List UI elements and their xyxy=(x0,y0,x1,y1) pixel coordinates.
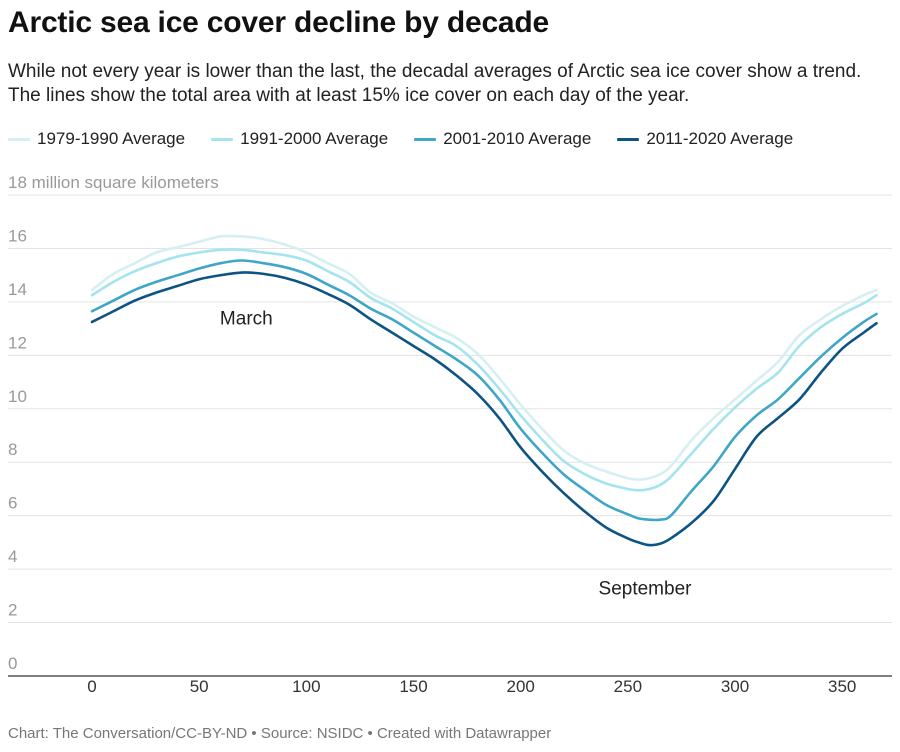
x-tick-label-250: 250 xyxy=(614,677,642,696)
series-line-1979-1990 xyxy=(90,234,878,481)
legend-item-2011-2020: 2011-2020 Average xyxy=(617,129,793,149)
y-tick-label-12: 12 xyxy=(8,333,27,352)
legend-label-2001-2010: 2001-2010 Average xyxy=(443,129,592,148)
y-tick-label-16: 16 xyxy=(8,226,27,245)
chart-title: Arctic sea ice cover decline by decade xyxy=(8,6,550,39)
line-chart: 18 million square kilometers 0 2 4 6 8 10 12 14 1… xyxy=(8,173,892,696)
x-tick-label-0: 0 xyxy=(87,677,96,696)
y-tick-label-14: 14 xyxy=(8,280,27,299)
annotations: March September xyxy=(220,309,692,600)
x-axis-labels: 0 50 100 150 200 250 300 350 xyxy=(87,677,856,696)
x-tick-label-300: 300 xyxy=(721,677,749,696)
legend-swatch-1979-1990 xyxy=(8,137,30,141)
legend-label-1979-1990: 1979-1990 Average xyxy=(37,129,186,148)
legend-label-1991-2000: 1991-2000 Average xyxy=(240,129,389,148)
legend-item-1991-2000: 1991-2000 Average xyxy=(211,129,388,149)
y-tick-label-4: 4 xyxy=(8,547,17,566)
legend-item-2001-2010: 2001-2010 Average xyxy=(414,129,591,149)
y-tick-label-10: 10 xyxy=(8,387,27,406)
y-axis-label: 18 million square kilometers xyxy=(8,173,219,192)
grid-lines xyxy=(8,194,892,677)
annotation-september: September xyxy=(599,579,693,600)
legend-swatch-2001-2010 xyxy=(414,137,437,141)
legend-item-1979-1990: 1979-1990 Average xyxy=(8,129,185,149)
y-tick-label-2: 2 xyxy=(8,601,17,620)
y-tick-label-8: 8 xyxy=(8,440,17,459)
y-axis-labels: 18 million square kilometers 0 2 4 6 8 10 12 14 1… xyxy=(8,173,219,673)
series-line-2001-2010 xyxy=(90,259,878,522)
y-tick-label-0: 0 xyxy=(8,654,17,673)
x-tick-label-350: 350 xyxy=(828,677,856,696)
x-tick-label-100: 100 xyxy=(292,677,320,696)
x-tick-label-50: 50 xyxy=(190,677,209,696)
series-line-1991-2000 xyxy=(90,248,878,492)
y-tick-label-6: 6 xyxy=(8,494,17,513)
legend-label-2011-2020: 2011-2020 Average xyxy=(646,129,794,148)
legend-swatch-2011-2020 xyxy=(617,137,640,141)
chart-subtitle: While not every year is lower than the l… xyxy=(8,61,862,106)
series-lines xyxy=(90,234,878,547)
chart-footer: Chart: The Conversation/CC-BY-ND • Sourc… xyxy=(8,725,552,742)
legend-swatch-1991-2000 xyxy=(211,137,234,141)
annotation-march: March xyxy=(220,309,273,330)
x-tick-label-150: 150 xyxy=(399,677,427,696)
legend: 1979-1990 Average 1991-2000 Average 2001… xyxy=(8,129,819,149)
series-line-2011-2020 xyxy=(90,271,878,547)
x-tick-label-200: 200 xyxy=(507,677,535,696)
